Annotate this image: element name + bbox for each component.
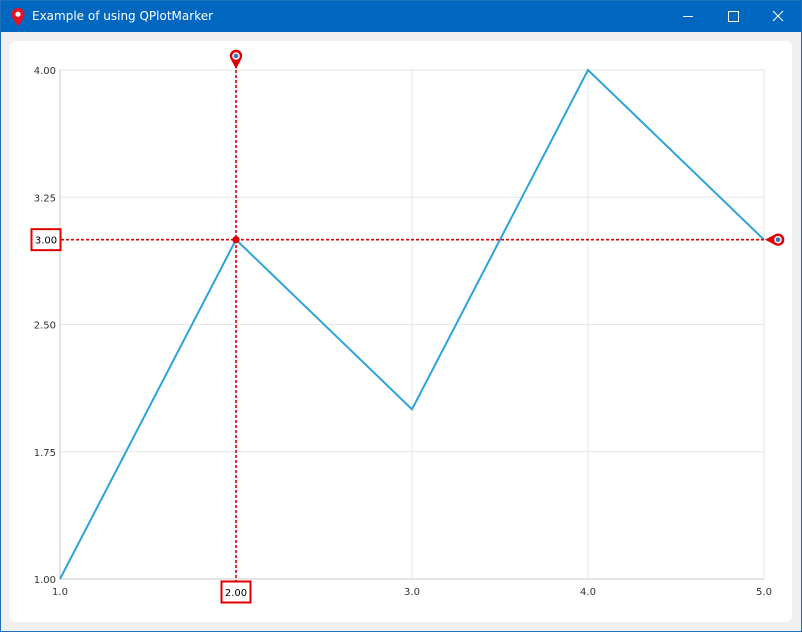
close-button[interactable]: [755, 1, 801, 32]
y-tick-label: 3.25: [34, 193, 56, 204]
x-marker-label[interactable]: 2.00: [220, 580, 252, 604]
x-marker-label-text: 2.00: [225, 588, 247, 599]
y-tick-label: 1.00: [34, 575, 56, 586]
window-title: Example of using QPlotMarker: [32, 9, 214, 23]
maximize-button[interactable]: [711, 1, 757, 32]
x-tick-label: 5.0: [756, 587, 772, 598]
close-icon: [772, 10, 784, 22]
minimize-button[interactable]: [665, 1, 711, 32]
horizontal-marker-handle[interactable]: [765, 233, 785, 246]
x-tick-label: 1.0: [52, 587, 68, 598]
title-bar[interactable]: Example of using QPlotMarker: [1, 1, 801, 32]
marker-intersection-point: [232, 236, 240, 244]
markers[interactable]: 2.00 3.00: [30, 49, 785, 604]
axes: 1.02.03.04.05.01.001.752.503.254.00: [34, 66, 772, 598]
maximize-icon: [728, 11, 739, 22]
vertical-marker-handle[interactable]: [229, 49, 243, 69]
y-tick-label: 1.75: [34, 448, 56, 459]
y-tick-label: 2.50: [34, 321, 56, 332]
minimize-icon: [683, 16, 693, 17]
y-marker-label[interactable]: 3.00: [30, 228, 62, 252]
x-tick-label: 3.0: [404, 587, 420, 598]
chart-panel: 1.02.03.04.05.01.001.752.503.254.00 2.00…: [10, 41, 792, 622]
pin-dot: [775, 237, 781, 242]
x-tick-label: 4.0: [580, 587, 596, 598]
y-marker-label-text: 3.00: [35, 236, 57, 247]
line-chart[interactable]: 1.02.03.04.05.01.001.752.503.254.00 2.00…: [10, 41, 792, 622]
map-pin-icon: [11, 8, 25, 26]
y-marker-label-box: [30, 228, 62, 252]
y-tick-label: 4.00: [34, 66, 56, 77]
pin-dot: [233, 53, 239, 59]
grid: [59, 69, 765, 580]
x-marker-label-box: [220, 580, 252, 604]
